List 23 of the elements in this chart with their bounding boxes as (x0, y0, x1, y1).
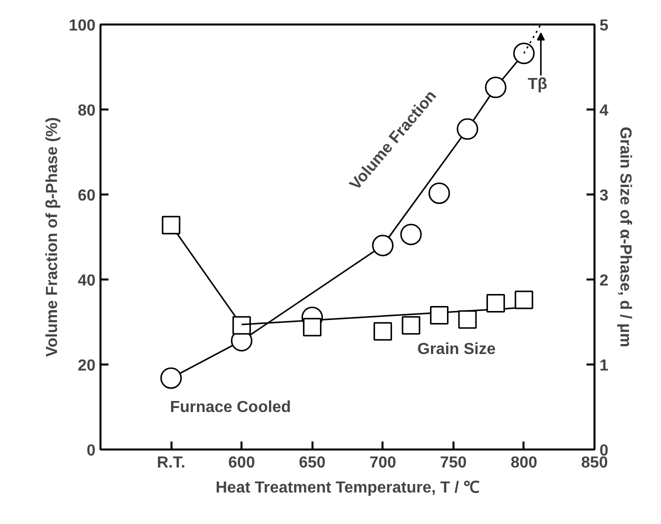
y2-tick-label: 5 (600, 18, 608, 34)
annotation: Tβ (528, 76, 548, 93)
annotation: Grain Size (417, 341, 496, 358)
x-tick-label: 750 (440, 454, 467, 472)
annotation: Furnace Cooled (170, 399, 291, 416)
y2-tick-label: 1 (600, 358, 608, 374)
y2-tick-label: 2 (600, 272, 608, 290)
y2-tick-label: 3 (600, 188, 608, 204)
x-tick-label: 800 (510, 454, 538, 472)
x-tick-label: R.T. (156, 454, 186, 472)
x-tick-label: 650 (298, 454, 326, 472)
y2-tick-label: 4 (600, 102, 608, 120)
y-tick-label: 80 (78, 102, 96, 120)
x-axis-title: Heat Treatment Temperature, T / ℃ (216, 480, 480, 496)
y-tick-label: 60 (78, 188, 96, 204)
x-tick-label: 700 (369, 454, 396, 472)
y-tick-label: 20 (78, 358, 96, 374)
x-tick-label: 600 (228, 454, 256, 472)
y-axis-title: Volume Fraction of β-Phase (%) (44, 117, 61, 357)
y2-axis-title: Grain Size of α-Phase, d / μm (616, 126, 634, 348)
y-tick-label: 100 (68, 18, 96, 34)
y-tick-label: 0 (86, 442, 96, 460)
y-tick-label: 40 (78, 272, 96, 290)
